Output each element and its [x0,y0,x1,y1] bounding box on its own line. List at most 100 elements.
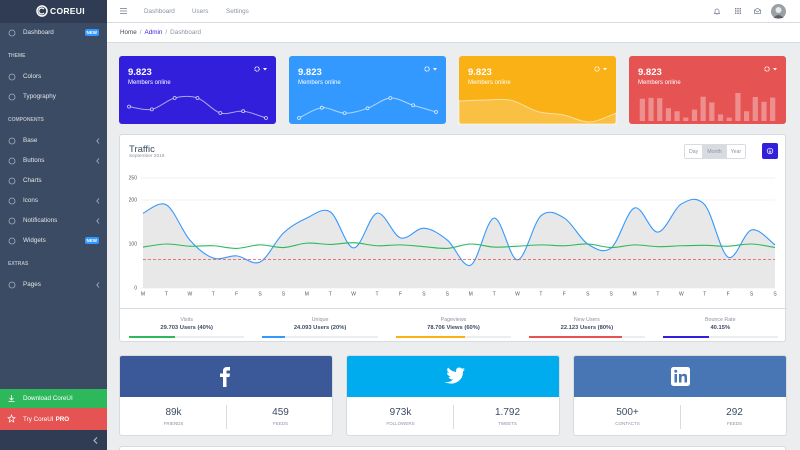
progress-bar [129,336,176,338]
nav-item[interactable]: Base [0,131,107,151]
chevron [96,198,100,204]
nav-label: Icons [23,197,39,204]
card-bar [743,111,750,121]
gear [594,66,600,72]
period-toggle: Day Month Year [684,144,747,159]
stat-value: 29.703 Users (40%) [160,325,213,331]
header-link[interactable]: Users [192,8,209,15]
progress-bar [262,336,286,338]
card-value: 9.823 [638,67,662,78]
sidebar: COREUI Dashboard NEW THEME Colors Typography C… [0,0,107,450]
card-bar [752,97,758,121]
stat-value: 24.093 Users (20%) [293,325,347,331]
download-chart-button[interactable] [762,143,778,159]
social-stat-label: FRIENDS [163,421,184,426]
nav-item[interactable]: Buttons [0,151,107,171]
nav-item[interactable]: Icons [0,191,107,211]
header-link[interactable]: Dashboard [144,8,175,15]
menu-toggle[interactable] [120,8,127,14]
nav-icon-shape [8,29,16,37]
nav-label: Dashboard [23,29,54,36]
stat-label: New Users [573,317,600,323]
nav-chevron [96,282,100,288]
gear [254,66,260,72]
card-bar [700,96,706,121]
messages-icon [754,7,761,14]
card-menu[interactable] [254,66,268,72]
nav-item[interactable]: Notifications [0,211,107,231]
nav-item[interactable]: Typography [0,87,107,107]
nav-item[interactable]: Pages [0,275,107,295]
x-tick-label: T [656,291,659,297]
social-header [347,356,559,397]
x-tick-label: W [187,291,192,297]
nav-icon [8,157,16,165]
card-menu[interactable] [764,66,778,72]
breadcrumb-item[interactable]: Admin [144,29,163,36]
card-area [458,98,617,125]
nav-icon [8,137,16,145]
x-tick-label: W [679,291,684,297]
caret [433,68,437,71]
social-stat-value: 292 [726,407,743,418]
period-button[interactable]: Day [685,145,703,158]
x-tick-label: S [282,291,286,297]
social-header [574,356,786,397]
card-point [172,96,177,100]
social-divider [226,405,227,429]
download-icon [8,395,15,402]
nav-heading: EXTRAS [8,261,29,267]
social-stat-label: FEEDS [272,421,288,426]
stat-card: 9.823 Members online [119,56,276,124]
header-link[interactable]: Settings [226,8,249,15]
progress-track [662,336,778,338]
social-stat-value: 1.792 [494,407,521,418]
caret [263,68,267,71]
nav-item[interactable]: Charts [0,171,107,191]
stat: Bounce Rate 40.15% [654,309,787,344]
card-value: 9.823 [298,67,322,78]
gear [764,66,770,72]
icon-dot [735,10,737,12]
y-tick-label: 250 [129,175,138,181]
card-menu[interactable] [424,66,438,72]
x-tick-label: S [609,291,613,297]
caret [603,68,607,71]
nav-heading: THEME [8,53,26,59]
nav-item[interactable]: Dashboard NEW [0,23,107,43]
period-button[interactable]: Year [725,145,746,158]
chevron [96,158,100,164]
nav-icon [8,93,16,101]
nav-item[interactable]: Colors [0,67,107,87]
nav-label: Notifications [23,217,58,224]
try-button[interactable]: Try CoreUI PRO [0,408,107,430]
chevron [93,437,98,444]
card-point [434,110,438,114]
social-stat-label: TWEETS [498,421,517,426]
nav-icon [8,237,16,245]
period-button[interactable]: Month [702,145,726,158]
x-tick-label: M [469,291,473,297]
x-tick-label: M [305,291,309,297]
facebook-icon [220,367,230,387]
download-button[interactable]: Download CoreUI [0,389,107,408]
card-menu[interactable] [594,66,608,72]
card-label: Members online [638,80,681,86]
nav-icon-shape [8,217,16,225]
progress-track [395,336,512,338]
avatar-body [773,15,784,18]
nav-chevron [96,158,100,164]
breadcrumb-item[interactable]: Home [120,29,137,36]
x-tick-label: S [750,291,754,297]
sidebar-minimizer[interactable] [0,430,107,450]
stat: Pageviews 78.706 Views (60%) [387,309,520,344]
avatar[interactable] [771,4,786,19]
icon-dot [735,8,737,10]
nav-icon [8,217,16,225]
sidebar-nav: Dashboard NEW THEME Colors Typography COMPONE… [0,23,107,295]
nav-item[interactable]: Widgets NEW [0,231,107,251]
social-stat-label: FEEDS [726,421,742,426]
traffic-title: Traffic [129,144,155,155]
brand: COREUI [0,0,107,23]
card-bar [683,117,689,121]
